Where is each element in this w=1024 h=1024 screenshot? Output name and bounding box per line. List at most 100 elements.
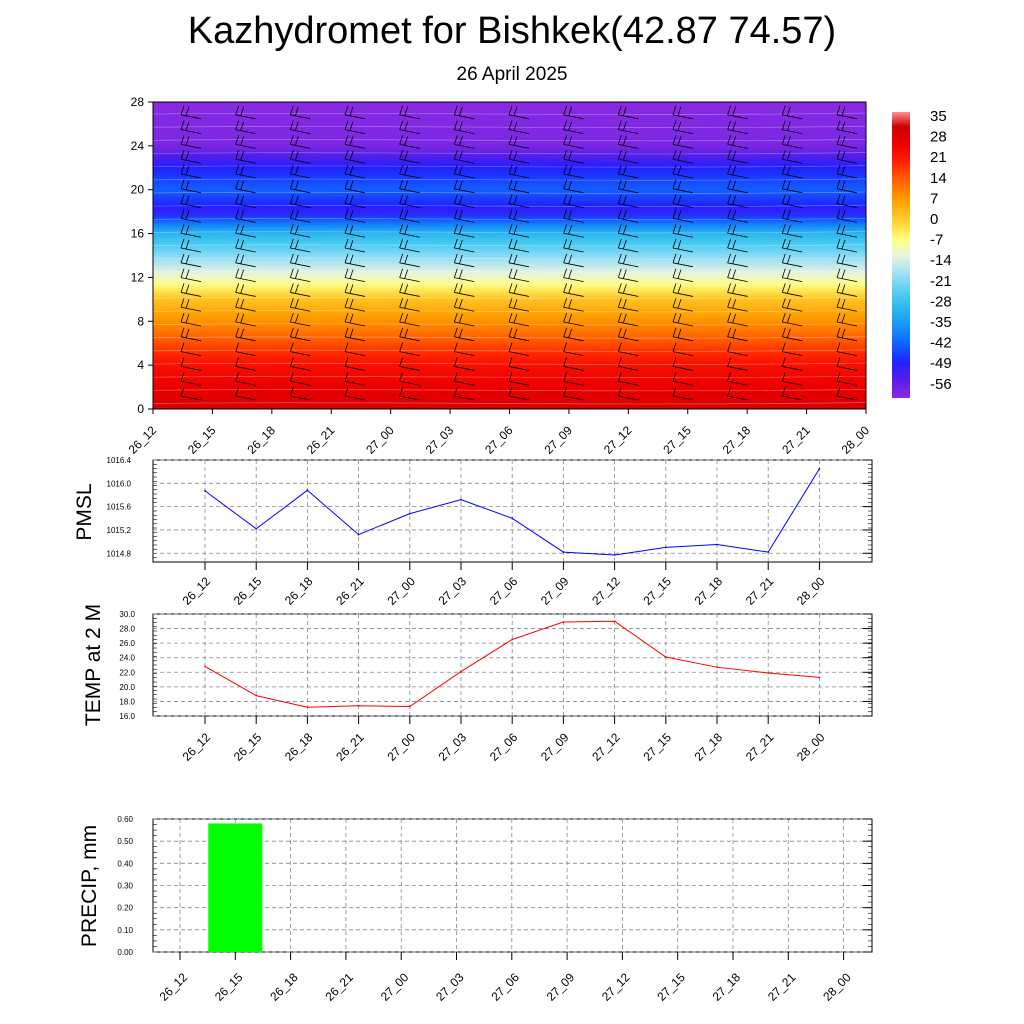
- wind-barb: [344, 179, 366, 194]
- wind-barb-shaft: [235, 218, 256, 223]
- pmsl-point: [408, 512, 411, 515]
- wind-barb-flag: [672, 327, 677, 337]
- wind-barb: [781, 105, 803, 120]
- wind-barb-shaft: [618, 351, 639, 357]
- wind-barb-flag: [617, 135, 622, 145]
- pmsl-point: [716, 543, 718, 546]
- wind-barb-flag: [836, 135, 841, 145]
- wind-barb: [617, 357, 639, 371]
- wind-barb-flag: [404, 195, 409, 205]
- wind-barb-flag: [786, 284, 791, 294]
- wind-barb: [727, 135, 748, 149]
- wind-barb: [781, 312, 803, 327]
- wind-barb-flag: [508, 194, 513, 204]
- wind-barb: [836, 238, 858, 253]
- wind-barb-flag: [180, 327, 185, 337]
- wind-barb-flag: [453, 120, 458, 130]
- wind-barb: [344, 150, 366, 164]
- wind-barb-flag: [453, 268, 458, 278]
- wind-barb-flag: [781, 150, 786, 160]
- wind-barb-shaft: [836, 218, 858, 223]
- wind-barb-flag: [180, 209, 185, 219]
- wind-barb-flag: [836, 120, 841, 130]
- wind-barb: [672, 164, 694, 179]
- wind-barb-flag: [622, 121, 627, 131]
- wind-barb: [617, 164, 639, 179]
- wind-barb-flag: [344, 327, 349, 337]
- wind-barb-flag: [349, 239, 354, 250]
- wind-barb-flag: [677, 106, 682, 116]
- colorbar-label: -21: [930, 273, 952, 290]
- wind-barb-flag: [294, 239, 299, 250]
- wind-barb-flag: [240, 210, 245, 220]
- wind-barb: [781, 209, 803, 223]
- wind-barb-flag: [508, 342, 513, 352]
- wind-barb-flag: [508, 268, 513, 278]
- wind-barb-flag: [513, 254, 518, 264]
- wind-barb-shaft: [344, 277, 366, 283]
- wind-barb-shaft: [727, 232, 748, 238]
- wind-barb: [617, 238, 639, 253]
- wind-barb-flag: [841, 121, 846, 131]
- wind-barb-shaft: [727, 158, 748, 164]
- wind-barb-flag: [781, 357, 786, 367]
- wind-barb-flag: [786, 313, 791, 324]
- wind-barb-shaft: [782, 277, 803, 283]
- wind-barb-shaft: [235, 158, 256, 164]
- wind-barb: [344, 105, 366, 120]
- wind-barb-shaft: [836, 306, 858, 312]
- wind-barb-flag: [289, 238, 294, 249]
- wind-barb-flag: [727, 268, 732, 278]
- wind-barb-shaft: [454, 188, 475, 194]
- x-tick-label: 28_00: [839, 423, 873, 457]
- wind-barb-shaft: [727, 129, 748, 134]
- wind-barb-flag: [677, 254, 682, 264]
- wind-barb-shaft: [782, 232, 803, 238]
- colorbar: [892, 112, 910, 398]
- contour-line: [152, 362, 867, 365]
- wind-barb-shaft: [235, 306, 256, 312]
- wind-barb: [563, 179, 584, 194]
- wind-barb-flag: [453, 312, 458, 323]
- wind-barb: [289, 342, 311, 357]
- wind-barb: [453, 283, 475, 297]
- wind-barb-shaft: [782, 129, 803, 134]
- wind-barb-flag: [453, 253, 458, 263]
- temp-point: [818, 676, 821, 679]
- wind-barb-shaft: [672, 129, 694, 134]
- wind-barb-shaft: [399, 380, 420, 386]
- wind-barb: [836, 224, 858, 238]
- y-tick-label: 1015.6: [107, 503, 132, 512]
- wind-barb-flag: [836, 268, 841, 278]
- wind-barb-flag: [294, 225, 299, 235]
- wind-barb-flag: [841, 225, 846, 235]
- wind-barb-shaft: [836, 277, 858, 283]
- wind-barb-flag: [732, 328, 737, 338]
- x-tick-label: 27_15: [640, 574, 674, 608]
- wind-barb-shaft: [344, 203, 366, 209]
- wind-barb-flag: [453, 105, 458, 115]
- wind-barb-shaft: [399, 129, 420, 134]
- wind-barb: [836, 253, 858, 268]
- wind-barb-flag: [513, 328, 518, 338]
- wind-barb-flag: [404, 151, 409, 161]
- wind-barb: [508, 105, 530, 120]
- wind-barb-flag: [568, 254, 573, 264]
- wind-barb: [399, 238, 420, 253]
- wind-barb-flag: [841, 299, 846, 309]
- wind-barb-flag: [781, 386, 786, 397]
- wind-barb-flag: [180, 298, 185, 308]
- wind-barb: [781, 179, 803, 194]
- wind-barb: [836, 194, 858, 209]
- wind-barb-flag: [404, 239, 409, 250]
- y-tick-label: 16: [131, 227, 145, 241]
- colorbar-label: -35: [930, 314, 952, 331]
- wind-barb: [727, 150, 748, 164]
- wind-barb: [235, 194, 256, 209]
- wind-barb-shaft: [454, 336, 475, 342]
- wind-barb: [399, 179, 420, 194]
- wind-barb-shaft: [454, 366, 475, 371]
- wind-barb-flag: [617, 224, 622, 234]
- wind-barb-flag: [622, 239, 627, 250]
- wind-barb-flag: [513, 195, 518, 205]
